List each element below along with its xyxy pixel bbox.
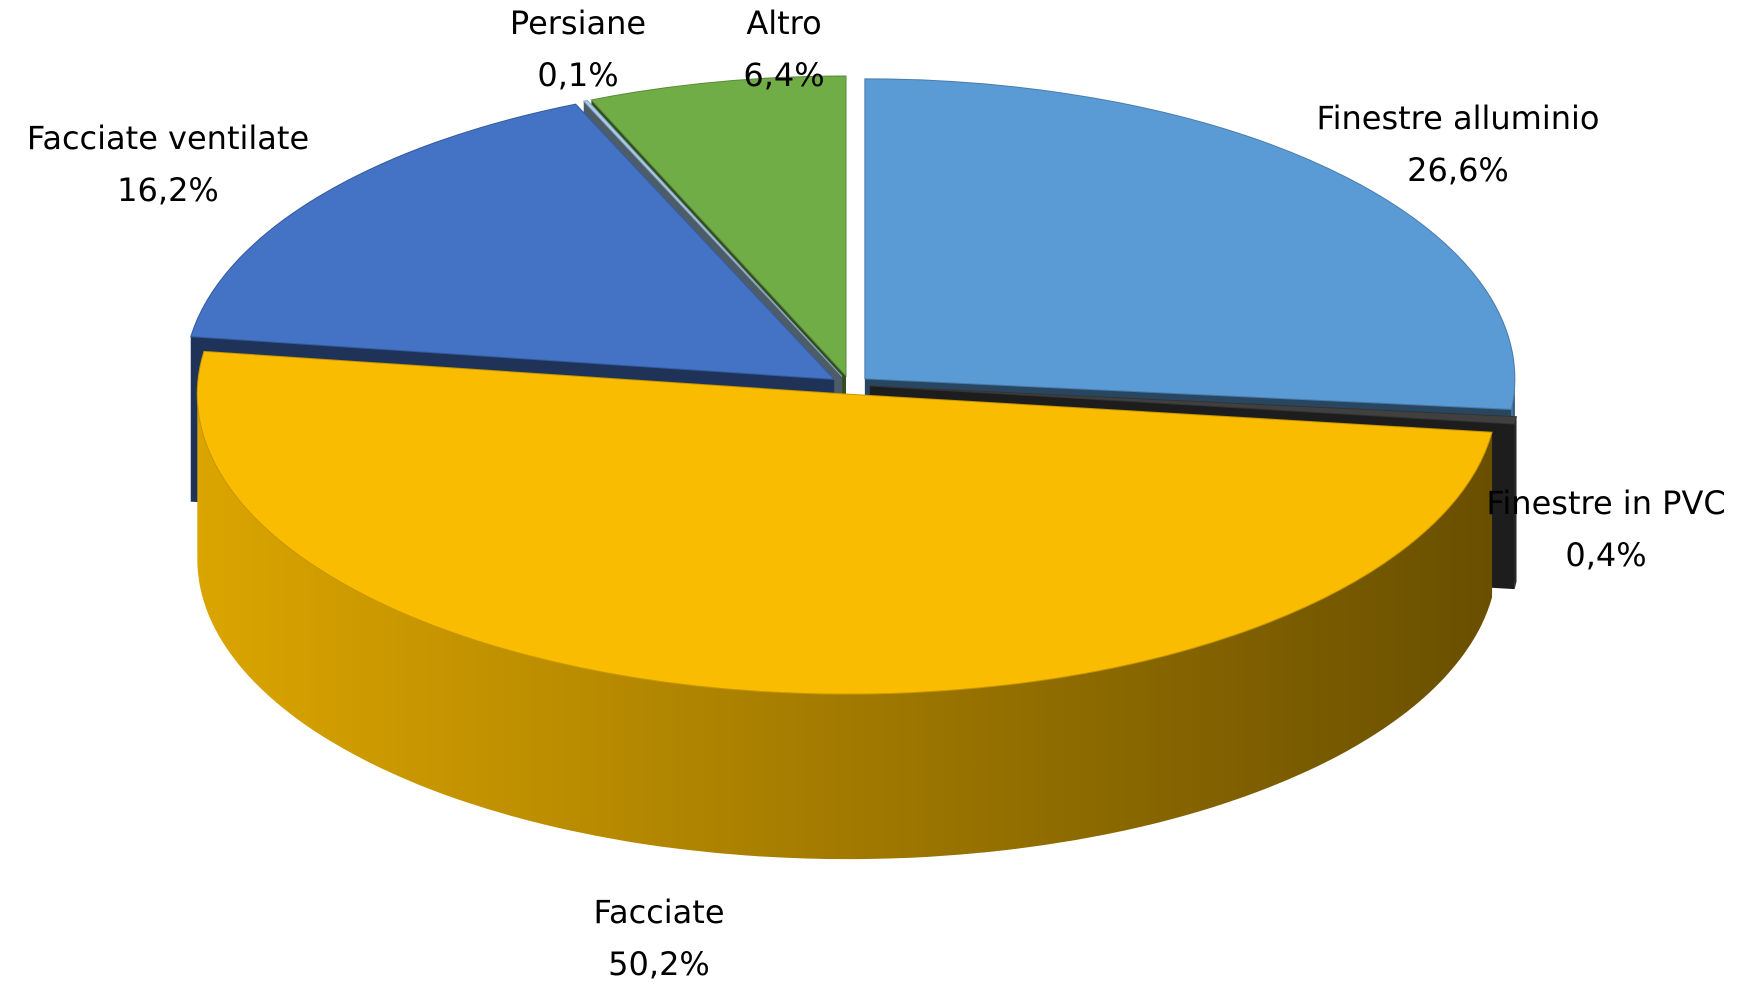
data-label-value: 50,2%	[608, 945, 710, 983]
slice	[864, 78, 1516, 410]
data-label-name: Facciate ventilate	[27, 119, 309, 157]
slice-side	[1514, 416, 1517, 590]
data-label-name: Persiane	[510, 4, 646, 42]
slice-side	[197, 394, 1493, 860]
slice	[590, 75, 847, 378]
slice	[582, 99, 843, 377]
slice	[196, 350, 1493, 695]
data-label-name: Altro	[746, 4, 821, 42]
slice	[190, 103, 836, 380]
data-label-value: 0,1%	[537, 56, 618, 94]
data-label-name: Finestre alluminio	[1317, 99, 1600, 137]
slice	[869, 385, 1518, 425]
data-label-value: 26,6%	[1407, 151, 1509, 189]
data-label-value: 0,4%	[1565, 536, 1646, 574]
data-label-value: 16,2%	[117, 171, 219, 209]
data-label-value: 6,4%	[743, 56, 824, 94]
data-label-name: Facciate	[594, 893, 725, 931]
data-label-name: Finestre in PVC	[1486, 484, 1725, 522]
